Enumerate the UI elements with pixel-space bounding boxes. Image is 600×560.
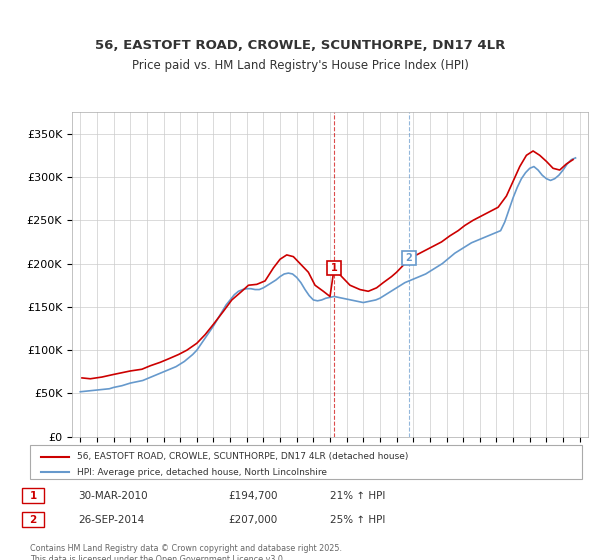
Text: 21% ↑ HPI: 21% ↑ HPI	[330, 491, 385, 501]
FancyBboxPatch shape	[30, 445, 582, 479]
Text: 25% ↑ HPI: 25% ↑ HPI	[330, 515, 385, 525]
Text: 2: 2	[29, 515, 37, 525]
Text: 56, EASTOFT ROAD, CROWLE, SCUNTHORPE, DN17 4LR (detached house): 56, EASTOFT ROAD, CROWLE, SCUNTHORPE, DN…	[77, 452, 408, 461]
Text: 56, EASTOFT ROAD, CROWLE, SCUNTHORPE, DN17 4LR: 56, EASTOFT ROAD, CROWLE, SCUNTHORPE, DN…	[95, 39, 505, 52]
Text: 26-SEP-2014: 26-SEP-2014	[78, 515, 144, 525]
Text: £207,000: £207,000	[228, 515, 277, 525]
Text: Price paid vs. HM Land Registry's House Price Index (HPI): Price paid vs. HM Land Registry's House …	[131, 59, 469, 72]
Text: 1: 1	[29, 491, 37, 501]
Text: 1: 1	[331, 263, 338, 273]
Text: 30-MAR-2010: 30-MAR-2010	[78, 491, 148, 501]
Text: 2: 2	[406, 253, 412, 263]
Text: HPI: Average price, detached house, North Lincolnshire: HPI: Average price, detached house, Nort…	[77, 468, 327, 477]
Text: £194,700: £194,700	[228, 491, 277, 501]
Text: Contains HM Land Registry data © Crown copyright and database right 2025.
This d: Contains HM Land Registry data © Crown c…	[30, 544, 342, 560]
